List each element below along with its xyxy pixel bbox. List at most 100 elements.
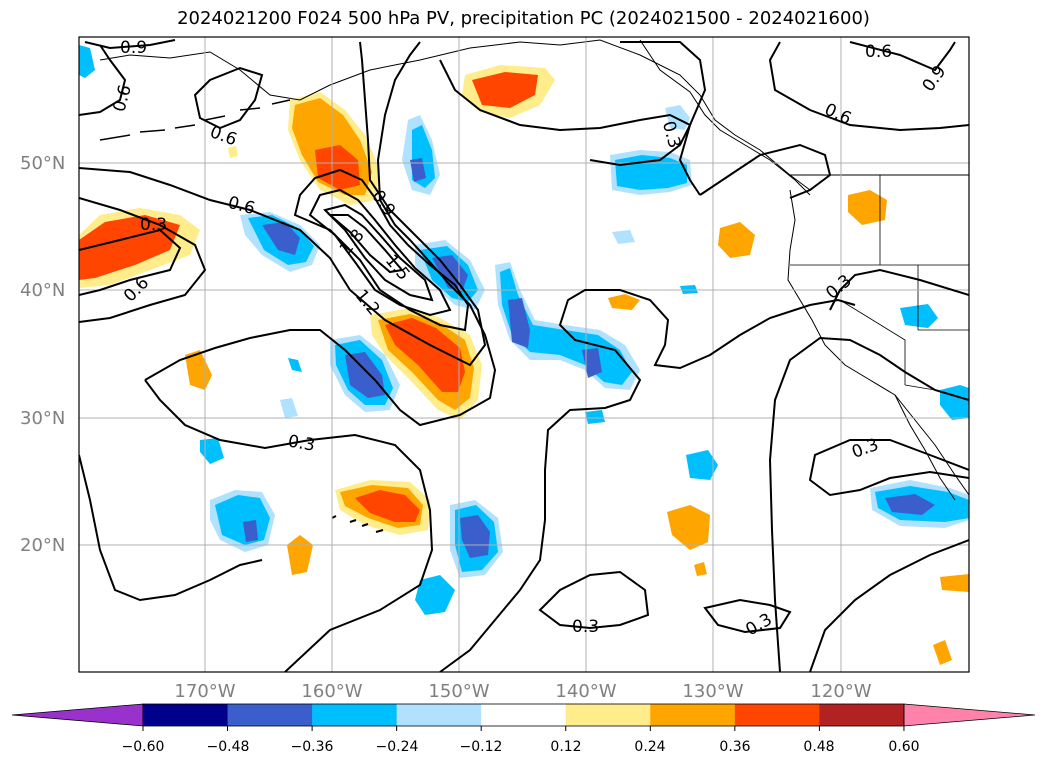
alaska-coast	[99, 39, 811, 191]
pv-contour-0.9-ne	[849, 41, 956, 72]
pv-contour-0.6-west-inner	[79, 228, 182, 296]
baja-california	[894, 394, 956, 501]
precip-anomaly-positive	[933, 640, 952, 665]
colorbar	[11, 703, 1036, 731]
pv-contour-0.3-se	[768, 336, 969, 672]
precip-anomaly-positive	[385, 318, 465, 392]
colorbar-tick-label: −0.48	[207, 739, 250, 755]
colorbar-outline	[142, 703, 905, 727]
colorbar-segment	[227, 704, 313, 726]
colorbar-segment	[312, 704, 398, 726]
map-area: 0.9 0.6 0.6 0.6 0.3 0.6 0.9 1.8 1.5 1.2 …	[79, 37, 969, 672]
precip-anomaly-negative	[288, 358, 302, 372]
precip-anomaly-positive	[472, 72, 538, 108]
lat-label-40n: 40°N	[20, 280, 65, 301]
aleutian-islands	[99, 99, 291, 141]
us-state-borders	[790, 175, 969, 385]
pv-contour-1.8	[327, 214, 404, 274]
lat-label-20n: 20°N	[20, 535, 65, 556]
pv-contour-0.3-subtropic	[439, 289, 856, 672]
colorbar-tick-label: −0.12	[460, 739, 503, 755]
lon-label-150w: 150°W	[428, 681, 489, 702]
precip-anomaly-negative	[900, 304, 938, 328]
pv-contour-0.6-ring	[193, 66, 264, 130]
bc-coast	[639, 39, 811, 196]
colorbar-extend-high	[903, 703, 1036, 727]
pv-contour-0.3-ne	[620, 41, 707, 196]
precip-anomaly-positive	[848, 190, 887, 225]
precip-anomaly-negative	[280, 398, 298, 418]
colorbar-segment	[481, 704, 567, 726]
precip-anomaly-negative	[582, 348, 602, 378]
colorbar-tick-label: 0.60	[888, 739, 919, 755]
contour-label: 0.3	[572, 617, 599, 637]
pv-contour-0.3-coast	[699, 143, 832, 199]
colorbar-segment	[650, 704, 736, 726]
lon-label-170w: 170°W	[174, 681, 235, 702]
colorbar-segment	[734, 704, 820, 726]
pv-contour-0.9-inner	[293, 168, 470, 332]
pv-contour-0.3-baja	[808, 439, 969, 497]
pv-contour-1.2	[308, 188, 452, 317]
precip-anomaly-negative	[415, 575, 455, 615]
longitude-labels: 170°W 160°W 150°W 140°W 130°W 120°W	[174, 681, 871, 702]
lon-label-120w: 120°W	[810, 681, 871, 702]
lon-label-160w: 160°W	[301, 681, 362, 702]
lon-label-130w: 130°W	[682, 681, 743, 702]
graticule	[79, 37, 969, 672]
pv-contour-0.3-ca	[829, 268, 969, 311]
pv-contour-0.6-ne	[768, 41, 969, 132]
precip-anomaly-negative	[410, 158, 426, 182]
colorbar-tick-label: −0.60	[122, 739, 165, 755]
pv-contours	[79, 39, 969, 672]
pv-contour-1.5	[323, 203, 434, 302]
pv-contour-0.6-nw	[79, 44, 127, 116]
precip-anomaly-positive	[718, 222, 755, 258]
colorbar-labels: −0.60 −0.48 −0.36 −0.24 −0.12 0.12 0.24 …	[122, 739, 920, 755]
precip-anomaly-negative	[79, 45, 95, 78]
pv-contour-0.3-se-edge	[809, 539, 969, 672]
pv-contour-0.3-main	[144, 41, 497, 427]
contour-label: 0.6	[865, 42, 892, 62]
precip-anomaly-positive	[608, 294, 640, 310]
pv-contour-0.3-south-2	[703, 598, 792, 634]
colorbar-tick-label: 0.24	[634, 739, 665, 755]
contour-label: 0.3	[140, 215, 167, 235]
colorbar-tick-label: −0.36	[291, 739, 334, 755]
precip-anomaly-negative	[345, 352, 385, 398]
contour-label: 0.9	[120, 38, 147, 58]
precip-anomaly-negative	[200, 438, 224, 464]
pv-contour-0.3-gulf	[439, 59, 692, 167]
colorbar-tick-label: 0.36	[719, 739, 750, 755]
precip-anomaly-negative	[612, 230, 635, 244]
pv-contour-0.3-south	[538, 570, 650, 630]
precip-anomaly-positive	[228, 146, 238, 158]
colorbar-tick-label: 0.48	[803, 739, 834, 755]
pv-contour-0.3-central	[144, 379, 434, 672]
pv-contour-0.9-top	[84, 39, 176, 50]
precip-fills	[79, 45, 969, 665]
colorbar-segment	[819, 704, 905, 726]
us-west-coast	[787, 189, 969, 496]
precip-anomaly-positive	[940, 574, 969, 592]
precip-anomaly-negative	[665, 105, 690, 130]
colorbar-segment	[396, 704, 482, 726]
precip-anomaly-negative	[243, 520, 258, 542]
map-frame	[78, 36, 970, 673]
precip-anomaly-negative	[508, 298, 530, 348]
coastlines	[99, 39, 969, 533]
precip-anomaly-negative	[262, 222, 300, 255]
hawaii-islands	[331, 515, 384, 533]
colorbar-tick-label: 0.12	[550, 739, 581, 755]
lat-label-30n: 30°N	[20, 408, 65, 429]
precip-anomaly-positive	[694, 562, 707, 576]
lon-label-140w: 140°W	[555, 681, 616, 702]
map-title: 2024021200 F024 500 hPa PV, precipitatio…	[177, 8, 870, 29]
precip-anomaly-negative	[460, 515, 490, 558]
precip-anomaly-negative	[686, 450, 718, 480]
precip-anomaly-negative	[885, 494, 935, 515]
colorbar-extend-low	[11, 703, 144, 727]
pv-contour-0.6-trough	[79, 41, 487, 367]
colorbar-segment	[565, 704, 651, 726]
precip-anomaly-positive	[667, 505, 710, 550]
